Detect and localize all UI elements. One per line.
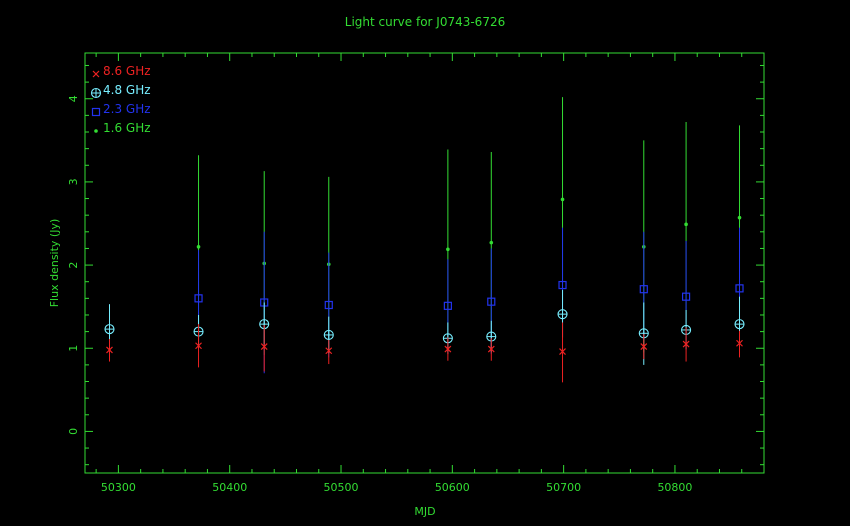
data-point xyxy=(260,343,268,351)
data-point xyxy=(558,280,567,290)
data-point xyxy=(487,345,495,353)
data-point xyxy=(444,345,452,353)
data-point xyxy=(325,347,333,355)
data-point xyxy=(735,284,744,293)
data-point xyxy=(323,329,334,340)
plot-frame xyxy=(84,52,765,474)
data-point xyxy=(560,197,565,202)
data-point xyxy=(639,285,648,294)
data-point xyxy=(736,339,743,347)
legend-marker xyxy=(94,129,98,133)
data-point xyxy=(194,294,203,303)
data-point xyxy=(640,343,648,351)
x-axis-label: MJD xyxy=(414,505,435,518)
y-axis: 0 1 2 3 4 xyxy=(67,64,764,466)
legend-marker xyxy=(91,107,101,117)
y-axis-label: Flux density (Jy) xyxy=(48,219,61,308)
data-point xyxy=(487,297,496,306)
data-point xyxy=(195,342,202,350)
data-point xyxy=(684,222,688,227)
data-point xyxy=(559,348,566,355)
legend-marker xyxy=(90,87,102,99)
y-tick-label: 1 xyxy=(67,345,80,352)
data-point xyxy=(557,309,568,320)
x-tick-label: 50500 xyxy=(324,481,359,494)
series-8-6-ghz xyxy=(106,322,743,383)
data-point xyxy=(443,301,452,310)
x-tick-label: 50400 xyxy=(212,481,247,494)
data-point xyxy=(446,247,450,252)
data-point xyxy=(737,215,742,220)
legend-label: 4.8 GHz xyxy=(103,83,151,97)
data-series xyxy=(104,97,745,383)
data-point xyxy=(682,340,690,348)
y-tick-label: 2 xyxy=(67,262,80,269)
data-point xyxy=(196,244,201,249)
x-axis: 50300 50400 50500 50600 50700 50800 xyxy=(95,53,765,494)
y-tick-label: 4 xyxy=(67,95,80,102)
legend-label: 1.6 GHz xyxy=(103,121,151,135)
legend-label: 2.3 GHz xyxy=(103,102,151,116)
data-point xyxy=(734,319,745,330)
data-point xyxy=(324,300,333,310)
x-tick-label: 50700 xyxy=(546,481,581,494)
y-tick-label: 0 xyxy=(67,428,80,435)
x-tick-label: 50600 xyxy=(435,481,470,494)
legend-label: 8.6 GHz xyxy=(103,64,151,78)
legend: 8.6 GHz 4.8 GHz 2.3 GHz 1.6 GHz xyxy=(90,64,151,135)
legend-marker xyxy=(92,70,100,78)
data-point xyxy=(104,324,115,335)
x-tick-label: 50300 xyxy=(101,481,136,494)
chart-title: Light curve for J0743-6726 xyxy=(345,15,505,29)
data-point xyxy=(681,292,691,301)
y-tick-label: 3 xyxy=(67,178,80,185)
data-point xyxy=(106,346,113,354)
data-point xyxy=(489,240,494,245)
x-tick-label: 50800 xyxy=(657,481,692,494)
